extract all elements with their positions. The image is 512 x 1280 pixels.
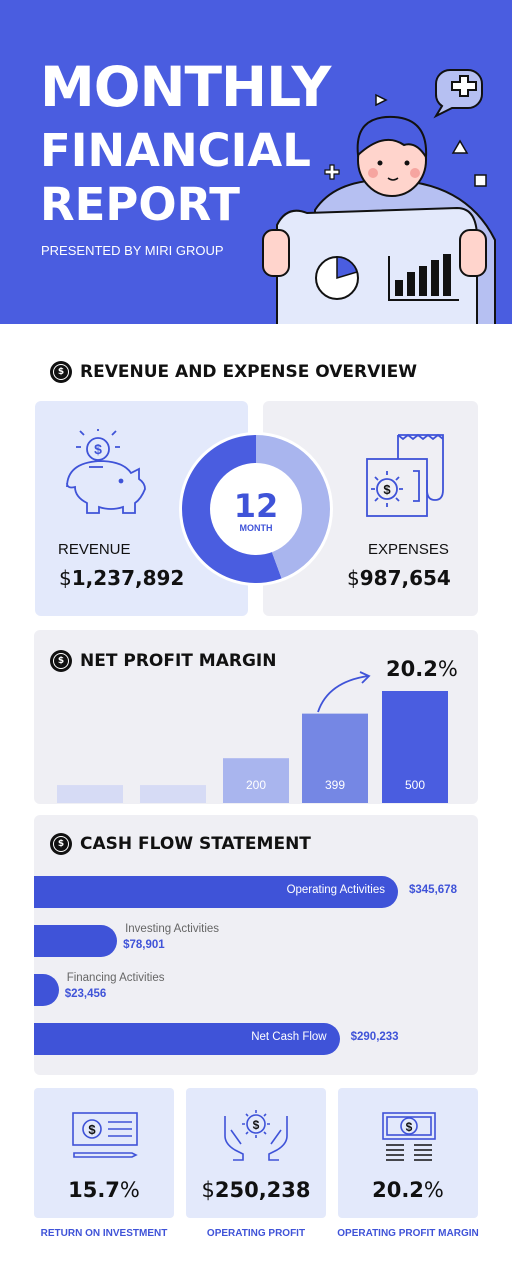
hero-banner: MONTHLY FINANCIAL REPORT PRESENTED BY MI… [0,0,512,324]
margin-bar [57,785,123,803]
overview-heading-text: REVENUE AND EXPENSE OVERVIEW [80,362,417,382]
cash-flow-bar [34,974,59,1006]
growth-arrow-icon [317,671,371,713]
operating-profit-value: $250,238 [201,1178,311,1202]
cheque-icon: $ [72,1112,138,1158]
title-line-3: REPORT [40,178,240,231]
revenue-value: $1,237,892 [59,566,185,590]
cash-flow-bar-label: Investing Activities [125,923,220,935]
dollar-icon: $ [50,833,72,855]
cash-flow-bar-value: $290,233 [350,1031,399,1043]
revenue-card: $ REVENUE $1,237,892 [35,401,248,616]
net-profit-bar-chart: 200 399 500 [57,691,448,803]
cash-flow-bar [34,876,398,908]
cash-flow-bar-label: Net Cash Flow [251,1031,327,1043]
revenue-expense-donut: 12 MONTH [179,432,333,586]
svg-text:$: $ [406,1120,413,1134]
expenses-value: $987,654 [347,566,451,590]
cash-flow-bar [34,1023,340,1055]
svg-text:$: $ [94,441,102,457]
revenue-label: REVENUE [58,541,131,558]
operating-margin-value: 20.2% [372,1178,444,1202]
donut-unit: MONTH [240,523,273,533]
svg-text:$: $ [88,1122,96,1137]
operating-margin-card: $ 20.2% [338,1088,478,1218]
cash-flow-bar-value: $345,678 [409,884,457,896]
plus-bubble-icon [433,69,483,119]
hands-coin-icon: $ [224,1110,288,1161]
net-profit-heading-text: NET PROFIT MARGIN [80,651,277,671]
dollar-icon: $ [50,361,72,383]
presenter-illustration [262,69,496,324]
margin-bar [140,785,206,803]
title-line-2: FINANCIAL [40,124,311,177]
expenses-label: EXPENSES [368,541,449,558]
margin-value: 20.2% [386,657,458,681]
receipt-icon: $ [366,433,444,517]
margin-bar [223,758,289,803]
overview-heading: $ REVENUE AND EXPENSE OVERVIEW [50,361,417,383]
operating-profit-caption: OPERATING PROFIT [206,1228,306,1239]
margin-bar [302,713,368,803]
roi-card: $ 15.7% [34,1088,174,1218]
cash-flow-heading-text: CASH FLOW STATEMENT [80,834,311,854]
roi-caption: RETURN ON INVESTMENT [40,1228,168,1239]
net-profit-heading: $ NET PROFIT MARGIN [50,650,276,672]
banknote-icon: $ [382,1112,436,1161]
piggy-bank-icon: $ [66,429,146,514]
presented-by: PRESENTED BY MIRI GROUP [41,243,224,258]
operating-profit-card: $ $250,238 [186,1088,326,1218]
margin-bar-label: 399 [325,778,345,792]
margin-bar-label: 500 [405,778,425,792]
margin-bar-label: 200 [246,778,266,792]
dollar-icon: $ [50,650,72,672]
donut-number: 12 [234,487,279,525]
cash-flow-bar-value: $23,456 [64,988,107,1000]
title-line-1: MONTHLY [40,55,331,119]
operating-margin-caption: OPERATING PROFIT MARGIN [337,1228,479,1239]
cash-flow-heading: $ CASH FLOW STATEMENT [50,833,311,855]
cash-flow-bar [34,925,118,957]
cash-flow-bar-label: Operating Activities [286,884,385,896]
cash-flow-bar-value: $78,901 [123,939,165,951]
roi-value: 15.7% [68,1178,140,1202]
svg-text:$: $ [253,1118,260,1132]
svg-text:$: $ [383,482,391,497]
margin-bar [382,691,448,803]
cash-flow-bar-label: Financing Activities [66,972,165,984]
